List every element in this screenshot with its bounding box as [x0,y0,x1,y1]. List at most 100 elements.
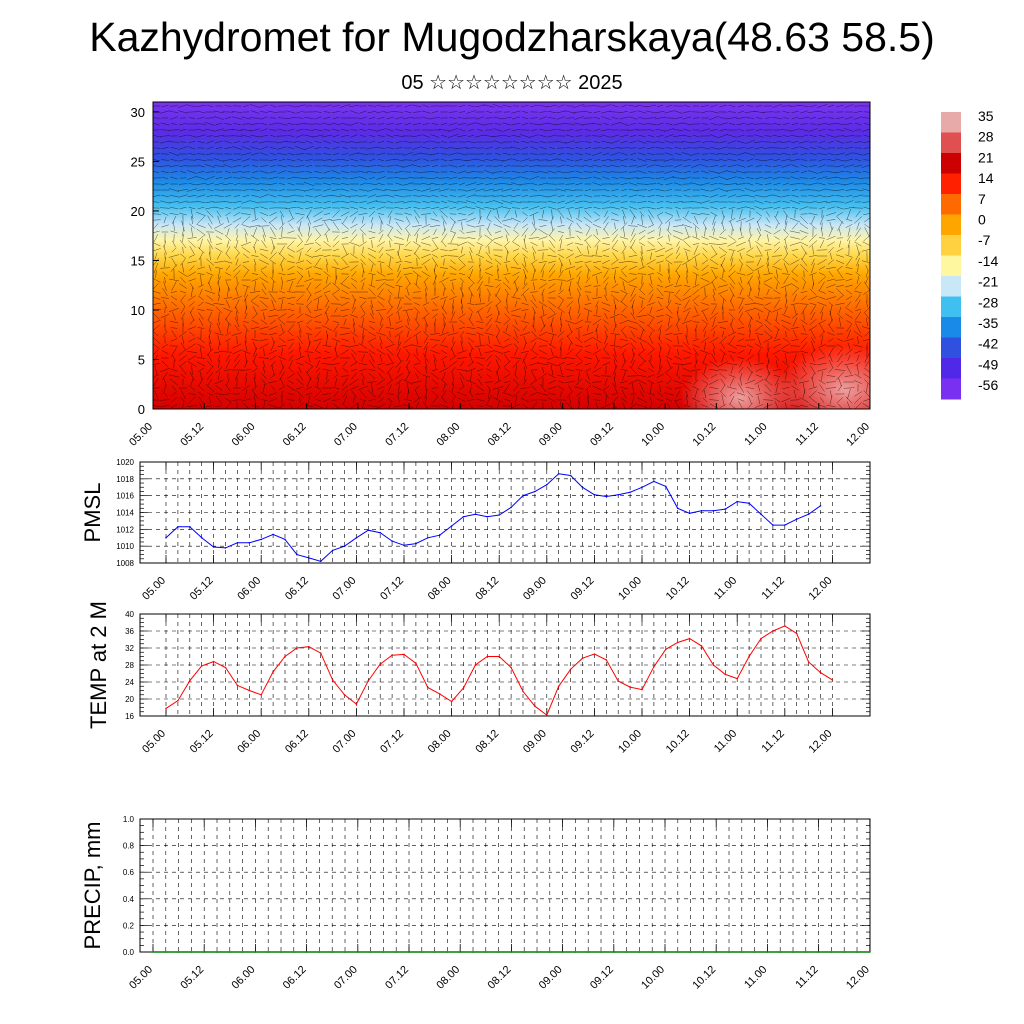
colorbar-label: 35 [978,108,994,124]
x-tick-label: 05.00 [127,964,155,992]
data-point [510,951,513,953]
data-point [772,524,774,526]
data-point [712,664,715,666]
heatmap-warm-spot [680,358,800,409]
data-point [260,694,263,696]
heatmap-x-tick-label: 07.00 [332,421,360,449]
x-tick-label: 07.00 [331,728,359,756]
data-point [760,637,762,640]
colorbar-box [941,173,961,195]
data-point [700,510,703,512]
y-tick-label: 40 [125,610,134,619]
data-point [408,951,410,953]
data-point [830,951,833,953]
data-point [665,648,667,651]
data-point [189,526,191,528]
data-point [724,508,727,510]
data-point [203,951,205,953]
data-point [574,951,577,953]
data-point [593,494,596,496]
data-point [536,951,538,953]
heatmap-y-tick-label: 15 [131,253,145,268]
x-tick-label: 05.12 [188,728,216,756]
data-point [212,660,215,663]
y-tick-label: 1012 [116,525,134,534]
data-point [498,655,501,658]
data-point [831,679,834,681]
heatmap-x-tick-label: 07.12 [383,421,411,449]
data-point [272,533,274,536]
heatmap-x-axis: 05.00 05.12 06.00 06.12 07.00 07.12 08.00 08.12… [127,403,872,449]
data-point [600,951,602,953]
data-point [391,540,393,542]
colorbar-label: 21 [978,149,994,165]
data-point [523,951,525,953]
data-point [534,490,536,493]
data-point [415,542,417,545]
data-point [641,486,643,489]
data-point [510,666,512,669]
x-tick-label: 08.00 [434,964,462,992]
data-point [395,951,398,953]
data-point [557,473,560,475]
heatmap-x-tick-label: 05.00 [127,421,155,449]
data-point [772,630,774,632]
colorbar-label: 0 [978,212,986,228]
x-tick-label: 11.12 [760,728,787,755]
data-point [677,951,679,953]
heatmap-y-tick-label: 0 [138,402,145,417]
colorbar-box [941,296,961,318]
data-point [284,538,286,541]
data-point [152,951,154,953]
x-tick-label: 08.12 [473,575,501,603]
data-point [817,951,820,953]
data-point [498,514,501,516]
x-tick-label: 07.00 [331,575,359,603]
data-point [241,951,244,953]
colorbar-box [941,276,961,297]
data-point [664,951,666,953]
y-tick-label: 0.6 [123,868,135,877]
y-tick-label: 24 [125,678,134,687]
data-point [403,653,405,656]
heatmap-x-tick-label: 08.12 [486,421,514,449]
heatmap-x-tick-label: 06.12 [281,421,309,449]
data-point [427,686,429,689]
data-point [522,690,524,693]
data-point [296,647,298,649]
data-point [331,951,334,953]
data-point [629,686,631,688]
data-point [165,951,167,953]
y-axis-label: PRECIP, mm [80,822,105,950]
data-point [819,671,822,674]
x-tick-label: 08.00 [426,728,454,756]
y-tick-label: 1014 [116,509,134,518]
heatmap-x-tick-label: 09.00 [537,421,565,449]
data-point [305,951,308,953]
data-point [216,951,218,953]
colorbar-box [941,214,961,236]
y-tick-label: 0.8 [123,842,135,851]
data-point [569,474,572,477]
data-point [415,662,417,665]
y-tick-label: 0.2 [123,921,135,930]
data-point [165,707,167,710]
heatmap-x-tick-label: 11.12 [794,421,821,448]
data-point [344,951,346,953]
data-point [474,664,477,666]
data-point [319,560,322,563]
data-point [177,526,179,528]
data-point [625,951,628,953]
heatmap-x-tick-label: 12.00 [844,421,872,449]
series-line [165,473,821,562]
data-point [474,513,477,515]
data-point [486,515,489,518]
data-point [433,951,436,953]
x-tick-label: 06.12 [281,964,309,992]
data-point [296,553,298,556]
data-point [676,507,679,510]
data-point [869,951,871,953]
y-tick-label: 1018 [116,475,134,484]
data-point [254,951,257,953]
data-point [486,655,489,658]
